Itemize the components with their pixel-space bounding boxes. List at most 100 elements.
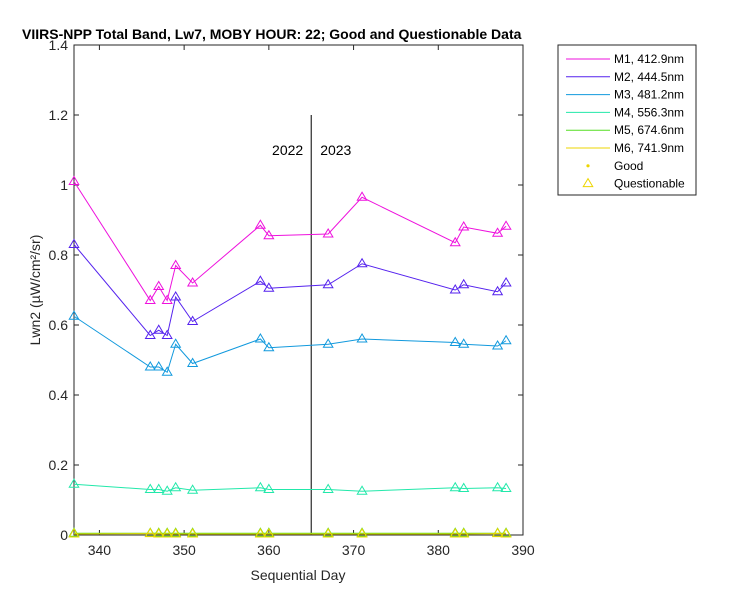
legend: M1, 412.9nm M2, 444.5nm M3, 481.2nm M4, 556… — [557, 44, 697, 196]
data-point-questionable — [458, 278, 470, 289]
data-point-questionable — [322, 527, 334, 538]
legend-questionable-marker — [582, 177, 594, 188]
data-point-questionable — [449, 336, 461, 346]
y-tick-label: 0.8 — [49, 247, 69, 263]
series-4 — [68, 478, 512, 495]
series-layer — [68, 175, 512, 538]
x-tick-label: 360 — [257, 542, 281, 558]
data-point-questionable — [186, 484, 199, 494]
data-point-questionable — [500, 334, 512, 345]
data-point-questionable — [491, 285, 504, 296]
plot-area: 00.20.40.60.811.21.4 340 350 360 370 380 390 … — [49, 37, 535, 558]
data-point-questionable — [356, 257, 368, 268]
data-point-questionable — [449, 527, 461, 538]
x-axis: 340 350 360 370 380 390 — [88, 45, 535, 558]
data-point-questionable — [254, 219, 267, 229]
legend-label: M5, 674.6nm — [614, 123, 684, 137]
data-point-questionable — [322, 228, 334, 238]
data-point-questionable — [161, 294, 173, 304]
data-point-questionable — [356, 527, 368, 538]
y-tick-label: 0.2 — [49, 457, 69, 473]
y-tick-label: 1 — [60, 177, 68, 193]
data-point-questionable — [153, 361, 165, 371]
plot-frame — [73, 44, 524, 536]
data-point-questionable — [186, 527, 199, 538]
data-point-questionable — [263, 483, 275, 493]
x-tick-label: 370 — [342, 542, 366, 558]
data-point-questionable — [491, 527, 504, 538]
data-point-questionable — [186, 357, 199, 367]
x-tick-label: 340 — [88, 542, 112, 558]
data-point-questionable — [144, 527, 156, 538]
data-point-questionable — [356, 333, 368, 343]
data-point-questionable — [144, 329, 156, 339]
y-tick-label: 1.4 — [49, 37, 69, 53]
data-point-questionable — [170, 259, 182, 269]
x-tick-label: 350 — [172, 542, 196, 558]
legend-good-marker — [586, 164, 590, 168]
data-point-questionable — [263, 527, 275, 538]
data-point-questionable — [263, 229, 275, 240]
data-point-questionable — [491, 340, 504, 350]
chart-title: VIIRS-NPP Total Band, Lw7, MOBY HOUR: 22… — [22, 26, 522, 42]
series-line — [73, 483, 507, 492]
data-point-questionable — [68, 310, 80, 320]
data-point-questionable — [161, 366, 173, 376]
data-point-questionable — [449, 284, 461, 294]
x-axis-label: Sequential Day — [251, 567, 346, 583]
legend-items: M1, 412.9nm M2, 444.5nm M3, 481.2nm M4, 556… — [566, 52, 685, 191]
data-point-questionable — [170, 291, 182, 301]
legend-label: M4, 556.3nm — [614, 105, 684, 119]
series-2 — [68, 238, 512, 339]
y-axis-label: Lwn2 (µW/cm²/sr) — [27, 235, 43, 346]
data-point-questionable — [458, 338, 470, 348]
data-point-questionable — [153, 324, 165, 334]
data-point-questionable — [254, 275, 267, 285]
y-tick-label: 0.4 — [49, 387, 69, 403]
data-point-questionable — [153, 280, 165, 290]
series-1 — [68, 175, 512, 304]
data-point-questionable — [68, 238, 80, 248]
y-axis: 0 0.2 0.4 0.6 0.8 1 1.2 1.4 — [49, 37, 523, 543]
data-point-questionable — [491, 227, 504, 237]
legend-label: M6, 741.9nm — [614, 141, 684, 155]
data-point-questionable — [500, 220, 512, 230]
year-label-2022: 2022 — [272, 142, 303, 158]
data-point-questionable — [500, 527, 512, 538]
data-point-questionable — [170, 481, 182, 492]
data-point-questionable — [68, 527, 80, 538]
data-point-questionable — [500, 277, 512, 287]
data-point-questionable — [500, 482, 512, 492]
data-point-questionable — [356, 485, 368, 495]
data-point-questionable — [449, 236, 461, 247]
data-point-questionable — [254, 333, 267, 343]
data-point-questionable — [153, 527, 165, 538]
data-point-questionable — [153, 483, 165, 493]
data-point-questionable — [322, 338, 334, 348]
legend-box — [557, 44, 697, 196]
data-point-questionable — [161, 329, 173, 339]
data-point-questionable — [356, 191, 368, 201]
data-point-questionable — [322, 278, 334, 289]
data-point-questionable — [263, 282, 275, 292]
data-point-questionable — [254, 481, 267, 492]
legend-label: Good — [614, 159, 643, 173]
series-line — [73, 315, 507, 374]
series-3 — [68, 310, 512, 376]
legend-label: M1, 412.9nm — [614, 52, 684, 66]
year-label-2023: 2023 — [320, 142, 351, 158]
data-point-questionable — [161, 527, 173, 538]
data-point-questionable — [68, 478, 80, 488]
data-point-questionable — [186, 277, 199, 287]
legend-label: M3, 481.2nm — [614, 88, 684, 102]
data-point-questionable — [161, 485, 173, 495]
data-point-questionable — [68, 175, 80, 185]
data-point-questionable — [458, 221, 470, 231]
data-point-questionable — [263, 341, 275, 352]
x-tick-label: 390 — [511, 542, 535, 558]
data-point-questionable — [322, 483, 334, 493]
data-point-questionable — [170, 527, 182, 538]
x-tick-label: 380 — [427, 542, 451, 558]
y-tick-label: 1.2 — [49, 107, 69, 123]
